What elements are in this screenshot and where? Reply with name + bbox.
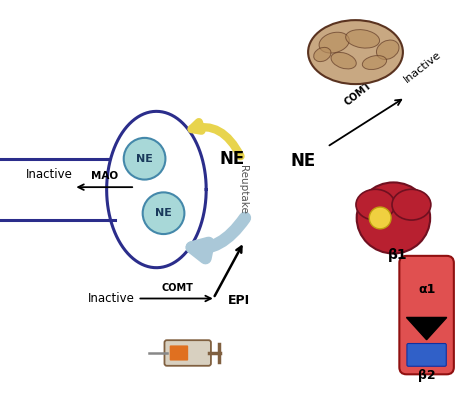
Text: MAO: MAO [91,171,118,181]
Text: Inactive: Inactive [27,168,73,181]
Text: NE: NE [136,154,153,164]
Text: COMT: COMT [162,283,194,293]
Circle shape [143,192,184,234]
Text: α1: α1 [418,283,435,296]
Ellipse shape [314,47,331,62]
Text: Inactive: Inactive [402,49,443,84]
Text: β2: β2 [418,369,436,382]
Text: β1: β1 [388,248,408,262]
Text: NE: NE [219,150,245,168]
Ellipse shape [362,56,387,70]
Text: Inactive: Inactive [88,292,135,305]
FancyBboxPatch shape [399,256,454,374]
FancyBboxPatch shape [164,340,211,366]
Circle shape [124,138,165,179]
Polygon shape [407,318,447,340]
FancyBboxPatch shape [407,343,447,366]
Ellipse shape [308,20,403,84]
Ellipse shape [376,40,399,59]
Ellipse shape [319,32,349,53]
Ellipse shape [346,29,380,48]
Ellipse shape [392,189,431,220]
Text: Reuptake: Reuptake [237,165,248,214]
Circle shape [369,207,391,229]
Ellipse shape [357,182,430,254]
Ellipse shape [331,53,356,69]
Text: COMT: COMT [342,80,374,108]
FancyBboxPatch shape [170,345,188,361]
Ellipse shape [356,189,395,220]
Text: NE: NE [155,208,172,218]
Text: NE: NE [291,152,316,170]
Text: EPI: EPI [228,295,250,307]
